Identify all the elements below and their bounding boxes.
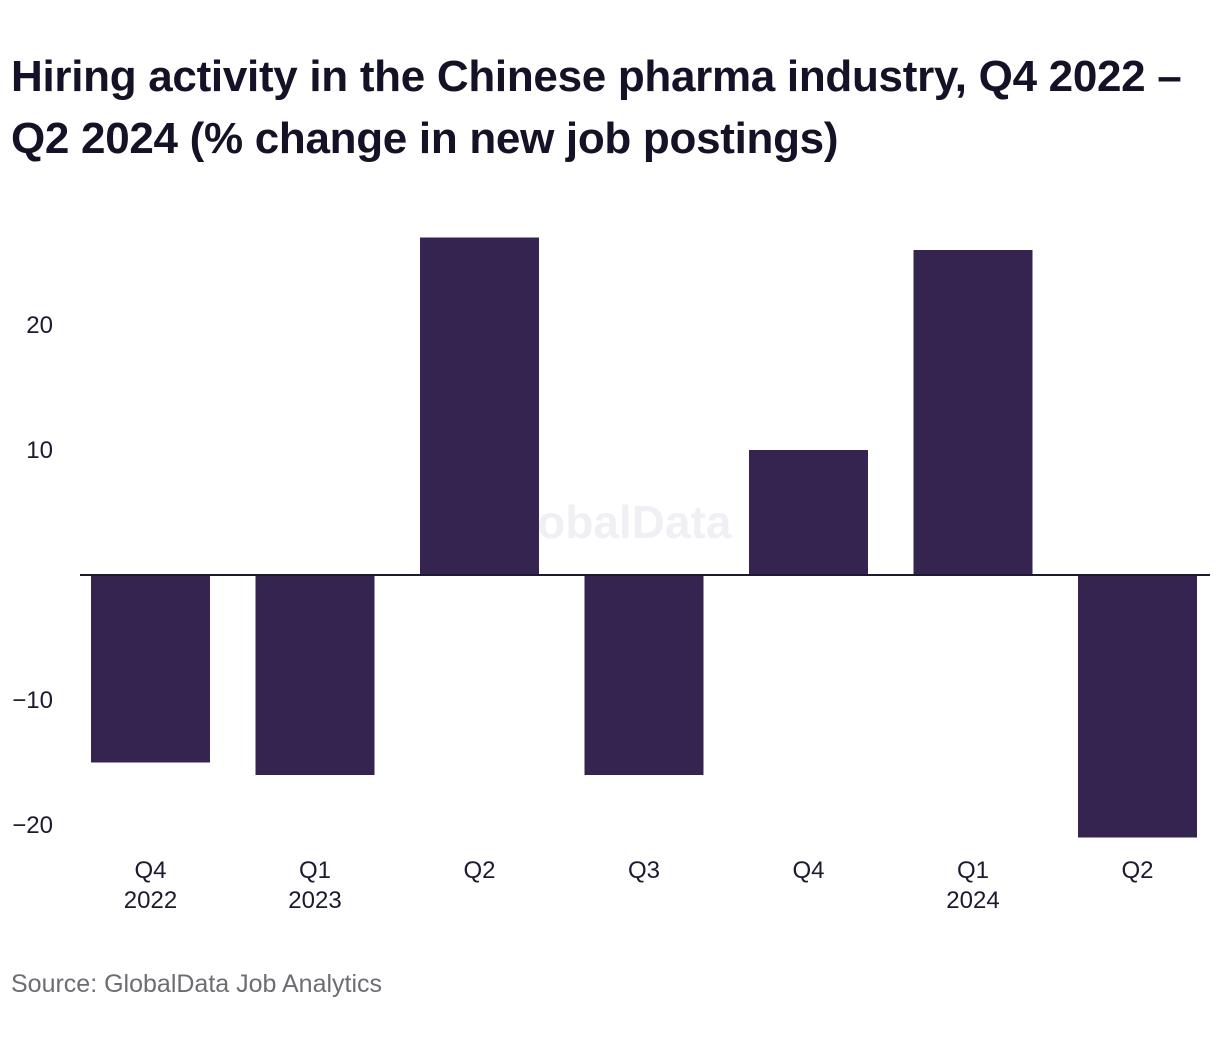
bar-q4-4 [749, 450, 868, 575]
bar-q4-2022 [91, 575, 210, 763]
x-tick-year: 2022 [124, 887, 177, 914]
x-tick-quarter: Q1 [299, 857, 331, 884]
y-tick-label: −10 [12, 687, 53, 714]
x-tick-quarter: Q3 [628, 857, 660, 884]
y-axis-ticks: −20 −10 10 20 [12, 312, 53, 839]
chart-title: Hiring activity in the Chinese pharma in… [11, 52, 1182, 163]
y-tick-label: −20 [12, 812, 53, 839]
x-tick-quarter: Q1 [957, 857, 989, 884]
bar-q1-2024 [913, 250, 1033, 575]
bar-q2-2 [420, 237, 539, 575]
x-axis-ticks: Q4 2022 Q1 2023 Q2 Q3 Q4 Q1 2024 Q2 [124, 857, 1154, 914]
bar-q1-2023 [255, 575, 375, 775]
x-tick-quarter: Q2 [1121, 857, 1153, 884]
bars [91, 237, 1197, 838]
bar-q2-6 [1078, 575, 1197, 838]
x-tick-quarter: Q4 [134, 857, 166, 884]
y-tick-label: 20 [26, 312, 53, 339]
x-tick-quarter: Q4 [792, 857, 824, 884]
x-tick-quarter: Q2 [463, 857, 495, 884]
source-note: Source: GlobalData Job Analytics [11, 970, 383, 998]
bar-q3-3 [584, 575, 704, 775]
x-tick-year: 2023 [288, 887, 341, 914]
y-tick-label: 10 [26, 437, 53, 464]
x-tick-year: 2024 [946, 887, 999, 914]
